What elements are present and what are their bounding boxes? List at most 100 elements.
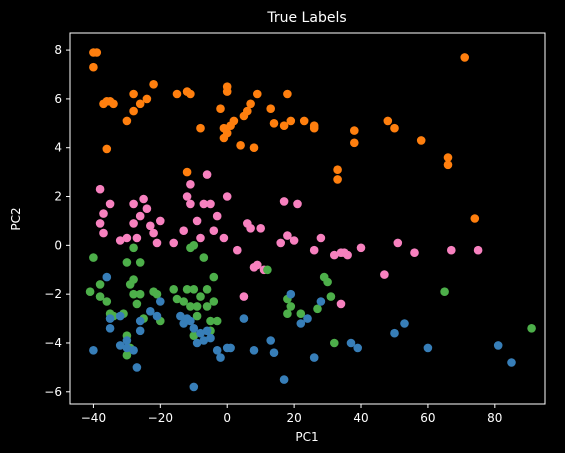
scatter-point-series-0-6 [109, 99, 118, 109]
scatter-point-series-1-55 [336, 299, 346, 309]
scatter-point-series-3-43 [507, 358, 516, 367]
scatter-point-series-0-51 [333, 175, 342, 184]
scatter-point-series-1-52 [410, 248, 419, 257]
scatter-point-series-2-31 [209, 272, 219, 282]
scatter-point-series-2-39 [186, 302, 195, 311]
scatter-point-series-0-22 [222, 87, 232, 96]
scatter-point-series-2-8 [122, 258, 132, 267]
scatter-point-series-2-15 [135, 258, 145, 267]
y-tick-label-3: 0 [54, 238, 62, 252]
scatter-point-series-2-41 [122, 350, 132, 360]
scatter-point-series-0-41 [350, 138, 359, 148]
scatter-point-series-2-23 [189, 285, 199, 294]
scatter-point-series-1-56 [239, 292, 249, 301]
x-tick-label-4: 40 [353, 411, 368, 425]
scatter-point-series-0-17 [196, 123, 205, 133]
x-tick-label-2: 0 [223, 411, 231, 425]
scatter-point-series-2-51 [326, 292, 336, 301]
scatter-point-series-2-53 [440, 287, 449, 297]
scatter-point-series-3-23 [212, 346, 222, 355]
scatter-point-series-3-10 [146, 307, 155, 316]
scatter-point-series-0-12 [142, 94, 152, 104]
scatter-point-series-0-5 [102, 97, 112, 106]
scatter-point-series-3-11 [152, 311, 162, 321]
scatter-point-series-2-48 [313, 304, 322, 314]
scatter-point-series-3-31 [279, 375, 289, 384]
scatter-point-series-3-21 [202, 326, 212, 336]
scatter-point-series-0-36 [286, 116, 296, 126]
scatter-point-series-2-24 [192, 302, 202, 311]
scatter-point-series-1-43 [309, 245, 319, 255]
scatter-point-series-3-2 [105, 314, 115, 323]
scatter-point-series-3-28 [249, 346, 259, 355]
scatter-point-series-2-4 [102, 297, 112, 306]
scatter-point-series-0-29 [246, 99, 255, 109]
scatter-point-series-3-45 [122, 336, 132, 345]
scatter-point-series-2-1 [89, 253, 98, 262]
scatter-point-series-2-47 [296, 309, 306, 319]
scatter-point-series-0-32 [266, 104, 276, 113]
scatter-point-series-0-50 [333, 165, 342, 174]
scatter-point-series-0-42 [383, 116, 393, 126]
scatter-point-series-0-43 [390, 123, 399, 133]
scatter-point-series-0-49 [182, 167, 192, 177]
y-axis-ticks: −6 −4 −2 0 2 4 6 8 [44, 43, 70, 399]
scatter-point-series-2-35 [189, 331, 199, 341]
y-tick-label-1: −4 [44, 336, 62, 350]
y-tick-label-0: −6 [44, 385, 62, 399]
scatter-point-series-1-40 [283, 231, 292, 240]
scatter-point-series-1-27 [209, 226, 219, 235]
scatter-point-series-1-16 [156, 216, 165, 226]
scatter-point-series-2-27 [199, 253, 209, 262]
scatter-point-series-0-9 [129, 89, 138, 99]
scatter-point-series-0-7 [102, 144, 112, 154]
scatter-point-series-0-40 [350, 126, 359, 135]
scatter-point-series-3-12 [156, 297, 165, 306]
scatter-point-series-1-14 [149, 228, 158, 238]
scatter-point-series-0-18 [216, 104, 225, 113]
scatter-point-series-1-54 [473, 245, 483, 255]
scatter-point-series-2-29 [202, 302, 212, 311]
scatter-point-series-0-25 [229, 116, 239, 126]
scatter-point-series-3-26 [226, 343, 235, 353]
scatter-point-series-0-11 [135, 99, 145, 109]
scatter-point-series-3-40 [400, 319, 409, 328]
scatter-point-series-0-35 [283, 89, 292, 99]
scatter-point-series-0-10 [129, 106, 138, 116]
scatter-point-series-0-16 [186, 89, 195, 99]
scatter-point-series-1-3 [99, 228, 108, 238]
scatter-point-series-1-30 [222, 192, 232, 201]
y-tick-label-6: 6 [54, 92, 62, 106]
scatter-point-series-2-37 [172, 294, 182, 304]
scatter-point-series-2-10 [129, 289, 138, 299]
scatter-point-series-1-21 [186, 180, 195, 189]
scatter-point-series-0-1 [92, 48, 102, 57]
scatter-point-series-1-22 [192, 216, 202, 226]
scatter-point-series-3-41 [423, 343, 433, 353]
scatter-point-series-1-9 [132, 233, 142, 243]
scatter-point-series-0-37 [299, 116, 309, 126]
points-layer [85, 48, 536, 392]
scatter-point-series-3-34 [303, 314, 312, 323]
scatter-point-series-3-29 [266, 336, 276, 345]
scatter-point-series-1-45 [330, 250, 339, 260]
scatter-point-series-2-13 [132, 299, 142, 309]
scatter-point-series-3-33 [296, 319, 306, 328]
scatter-point-series-0-30 [249, 143, 259, 152]
scatter-point-series-1-33 [246, 224, 255, 233]
scatter-point-series-2-2 [95, 280, 105, 289]
scatter-point-series-2-11 [129, 275, 138, 284]
scatter-point-series-0-31 [252, 89, 262, 99]
y-axis-label: PC2 [9, 207, 23, 230]
scatter-point-series-0-26 [236, 141, 245, 150]
scatter-point-series-2-25 [192, 311, 202, 321]
scatter-point-series-3-35 [309, 353, 319, 362]
scatter-point-series-2-36 [169, 285, 178, 294]
scatter-point-series-1-41 [289, 236, 299, 245]
scatter-point-series-2-43 [263, 265, 272, 275]
scatter-point-series-1-50 [380, 270, 389, 279]
scatter-point-series-1-36 [256, 224, 266, 233]
scatter-point-series-1-5 [115, 236, 125, 245]
scatter-point-series-1-44 [316, 233, 326, 243]
scatter-point-series-0-23 [222, 128, 232, 138]
